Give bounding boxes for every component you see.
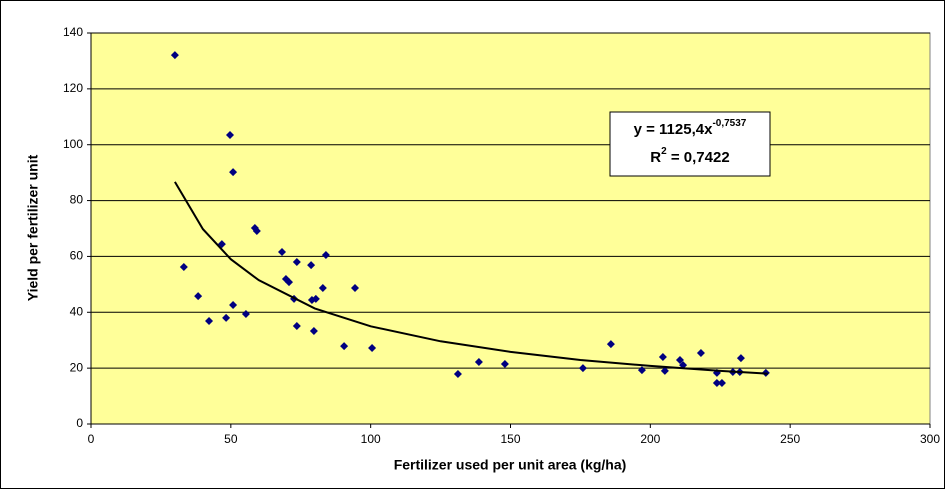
data-point bbox=[241, 309, 250, 318]
trendline bbox=[174, 181, 768, 375]
data-point bbox=[453, 370, 462, 379]
r-value: = 0,7422 bbox=[667, 149, 730, 166]
equation-main: y = 1125,4x bbox=[634, 121, 713, 138]
data-point bbox=[307, 261, 316, 270]
data-point bbox=[637, 366, 646, 375]
data-point bbox=[222, 313, 231, 322]
data-point bbox=[292, 258, 301, 267]
data-point bbox=[170, 51, 179, 60]
data-point bbox=[179, 263, 188, 272]
x-tick-label: 50 bbox=[224, 432, 238, 446]
data-point bbox=[679, 361, 688, 370]
data-point bbox=[712, 378, 721, 387]
data-point bbox=[285, 278, 294, 287]
x-tick-label: 250 bbox=[780, 432, 800, 446]
data-point bbox=[194, 292, 203, 301]
y-tick-label: 40 bbox=[70, 304, 84, 318]
data-point bbox=[340, 342, 349, 351]
y-tick-label: 80 bbox=[70, 193, 84, 207]
y-tick-label: 140 bbox=[63, 25, 83, 39]
x-tick-label: 300 bbox=[920, 432, 940, 446]
plot-layer: 0 20 40 60 80 100 120 140 0 50 100 150 200 250 300 bbox=[63, 25, 940, 446]
plot-area bbox=[90, 32, 931, 425]
data-point bbox=[606, 340, 615, 349]
data-point bbox=[675, 356, 684, 365]
y-tick-label: 120 bbox=[63, 81, 83, 95]
r-main: R bbox=[650, 149, 661, 166]
data-point bbox=[205, 316, 214, 325]
y-tick-label: 0 bbox=[76, 416, 83, 430]
x-tick-label: 0 bbox=[88, 432, 95, 446]
data-point bbox=[500, 359, 509, 368]
data-point bbox=[229, 301, 238, 310]
data-point bbox=[225, 130, 234, 139]
data-point bbox=[311, 294, 320, 303]
equation-box bbox=[609, 111, 771, 177]
data-point bbox=[252, 227, 261, 236]
r-squared: R2 = 0,7422 bbox=[650, 146, 729, 166]
data-point bbox=[474, 357, 483, 366]
r-exponent: 2 bbox=[661, 146, 667, 157]
x-tick-label: 200 bbox=[640, 432, 660, 446]
y-axis-title: Yield per fertilizer unit bbox=[25, 154, 41, 301]
data-point bbox=[229, 168, 238, 177]
y-tick-label: 60 bbox=[70, 249, 84, 263]
equation: y = 1125,4x-0,7537 bbox=[634, 118, 747, 138]
data-point bbox=[309, 326, 318, 335]
data-point bbox=[278, 247, 287, 256]
data-point bbox=[321, 251, 330, 260]
data-point bbox=[578, 364, 587, 373]
data-point bbox=[351, 283, 360, 292]
data-point bbox=[368, 344, 377, 353]
x-tick-label: 150 bbox=[500, 432, 520, 446]
data-point bbox=[696, 349, 705, 358]
data-point bbox=[292, 321, 301, 330]
y-tick-label: 100 bbox=[63, 137, 83, 151]
data-point bbox=[318, 283, 327, 292]
equation-exponent: -0,7537 bbox=[712, 118, 746, 129]
data-point bbox=[717, 378, 726, 387]
x-tick-label: 100 bbox=[361, 432, 381, 446]
y-tick-label: 20 bbox=[70, 360, 84, 374]
data-point bbox=[736, 354, 745, 363]
data-point bbox=[658, 352, 667, 361]
data-point bbox=[660, 366, 669, 375]
x-axis-title: Fertilizer used per unit area (kg/ha) bbox=[394, 457, 627, 473]
